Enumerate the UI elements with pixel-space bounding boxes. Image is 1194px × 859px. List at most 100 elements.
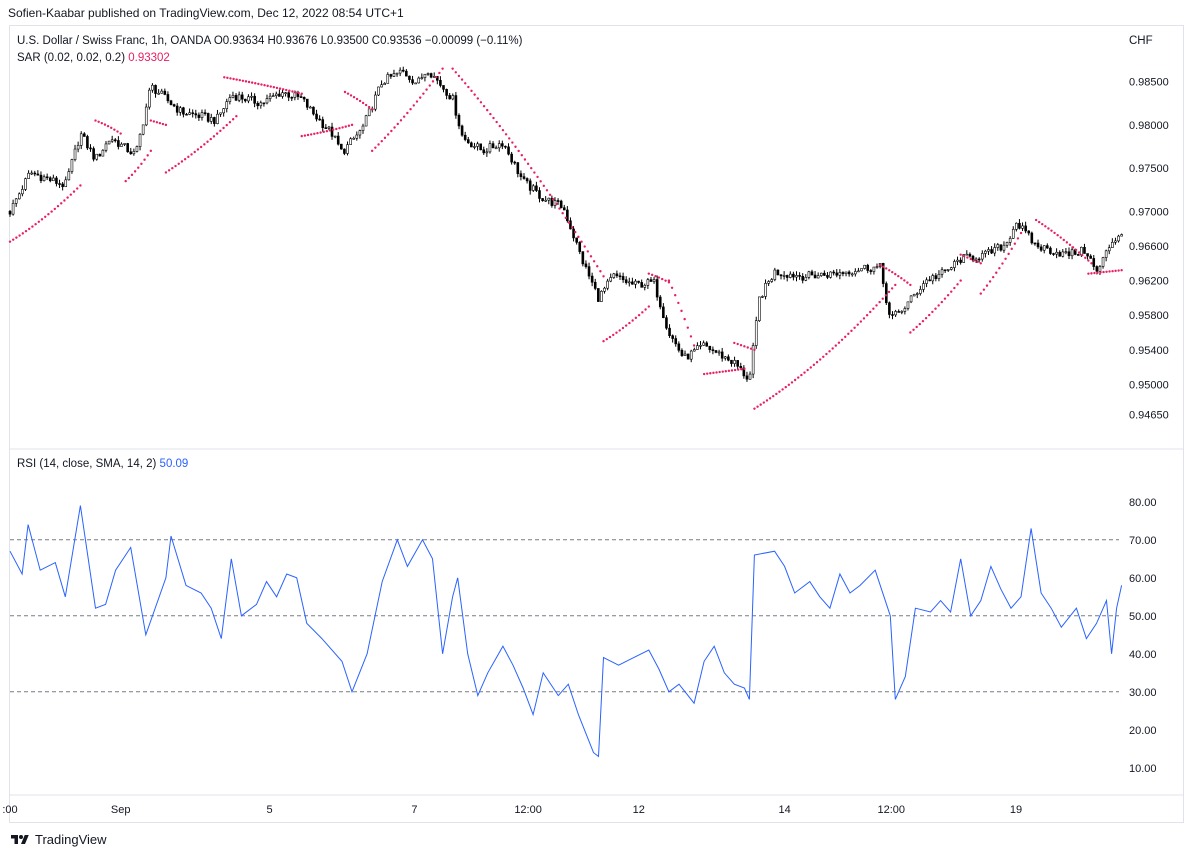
time-tick-label: 19 bbox=[1010, 804, 1022, 816]
candle-body bbox=[1021, 225, 1024, 229]
sar-dot bbox=[621, 326, 625, 330]
price-tick-label: 0.94650 bbox=[1129, 410, 1169, 422]
sar-dot bbox=[686, 326, 689, 329]
candle-body bbox=[148, 89, 151, 108]
candle-body bbox=[110, 139, 114, 142]
symbol-label[interactable]: U.S. Dollar / Swiss Franc, 1h, OANDA bbox=[17, 35, 211, 47]
sar-dot bbox=[878, 263, 882, 267]
rsi-tick-label: 70.00 bbox=[1129, 535, 1157, 547]
candle-body bbox=[454, 95, 458, 116]
sar-dot bbox=[670, 286, 674, 289]
sar-dot bbox=[765, 399, 769, 402]
sar-dot bbox=[1019, 231, 1023, 235]
sar-dot bbox=[37, 220, 41, 224]
sar-dot bbox=[161, 122, 165, 126]
sar-dot bbox=[647, 305, 651, 308]
chart-frame bbox=[9, 25, 1184, 823]
candle-body bbox=[287, 92, 290, 98]
candle-body bbox=[451, 95, 455, 100]
sar-dot bbox=[953, 286, 956, 290]
candle-body bbox=[293, 92, 297, 98]
sar-dot bbox=[589, 255, 593, 258]
sar-dot bbox=[247, 80, 251, 84]
candle-body bbox=[188, 112, 191, 115]
candle-body bbox=[476, 143, 479, 147]
sar-dot bbox=[596, 265, 599, 268]
candle-body bbox=[708, 345, 712, 350]
sar-dot bbox=[1041, 222, 1044, 226]
candle-body bbox=[203, 112, 207, 114]
sar-dot bbox=[31, 225, 34, 228]
candle-body bbox=[504, 145, 507, 148]
sar-dot bbox=[1071, 246, 1075, 249]
sar-dot bbox=[223, 76, 226, 79]
candle-body bbox=[358, 130, 362, 136]
candle-body bbox=[612, 273, 616, 278]
candle-body bbox=[959, 259, 962, 263]
sar-dot bbox=[1074, 248, 1078, 252]
sar-dot bbox=[495, 120, 498, 124]
candle-body bbox=[92, 148, 95, 160]
sar-dot bbox=[624, 324, 628, 327]
candle-body bbox=[649, 279, 653, 282]
sar-dot bbox=[888, 269, 891, 272]
sar-dot bbox=[831, 347, 834, 350]
sar-dot bbox=[727, 369, 731, 373]
price-legend: U.S. Dollar / Swiss Franc, 1h, OANDA O0.… bbox=[17, 35, 522, 47]
sar-dot bbox=[297, 91, 300, 95]
candle-body bbox=[457, 114, 461, 127]
sar-dot bbox=[331, 128, 335, 131]
sar-dot bbox=[859, 320, 863, 323]
candle-body bbox=[977, 258, 981, 261]
candle-body bbox=[405, 70, 408, 77]
candle-body bbox=[169, 100, 173, 105]
sar-dot bbox=[1105, 270, 1108, 273]
candle-body bbox=[76, 145, 80, 150]
candle-body bbox=[764, 283, 767, 297]
sar-dot bbox=[928, 313, 931, 317]
rsi-legend[interactable]: RSI (14, close, SMA, 14, 2) 50.09 bbox=[17, 458, 188, 470]
sar-dot bbox=[113, 128, 116, 131]
candle-body bbox=[429, 73, 433, 78]
candle-body bbox=[120, 143, 123, 147]
sar-dot bbox=[781, 388, 784, 391]
sar-dot bbox=[1108, 270, 1111, 273]
time-tick-label: Sep bbox=[111, 804, 131, 816]
candle-body bbox=[652, 279, 656, 282]
candle-body bbox=[798, 275, 801, 277]
sar-dot bbox=[177, 162, 180, 165]
candle-body bbox=[129, 151, 133, 155]
sar-dot bbox=[756, 405, 759, 408]
tradingview-brand[interactable]: TradingView bbox=[10, 832, 107, 847]
candle-body bbox=[485, 151, 489, 154]
sar-dot bbox=[890, 287, 894, 290]
candle-body bbox=[773, 269, 777, 280]
sar-dot bbox=[753, 348, 756, 352]
sar-dot bbox=[1056, 234, 1059, 237]
candle-body bbox=[104, 143, 108, 151]
sar-dot bbox=[402, 115, 406, 118]
sar-dot bbox=[806, 368, 809, 372]
sar-dot bbox=[21, 232, 25, 235]
sar-dot bbox=[100, 121, 103, 125]
candle-body bbox=[618, 275, 622, 278]
sar-dot bbox=[12, 238, 15, 241]
sar-dot bbox=[174, 164, 177, 168]
sar-dot bbox=[66, 196, 69, 199]
sar-dot bbox=[872, 307, 875, 310]
sar-dot bbox=[844, 335, 847, 339]
candle-body bbox=[175, 105, 179, 113]
candle-body bbox=[11, 203, 15, 215]
sar-dot bbox=[959, 279, 962, 282]
candle-body bbox=[219, 112, 222, 115]
sar-dot bbox=[800, 373, 803, 377]
sar-legend[interactable]: SAR (0.02, 0.02, 0.2) 0.93302 bbox=[17, 52, 170, 64]
sar-dot bbox=[918, 322, 922, 326]
sar-dot bbox=[592, 260, 596, 263]
candle-body bbox=[819, 272, 823, 276]
sar-dot bbox=[457, 74, 461, 78]
sar-dot bbox=[834, 344, 838, 347]
sar-dot bbox=[969, 257, 972, 261]
candle-body bbox=[494, 147, 498, 150]
